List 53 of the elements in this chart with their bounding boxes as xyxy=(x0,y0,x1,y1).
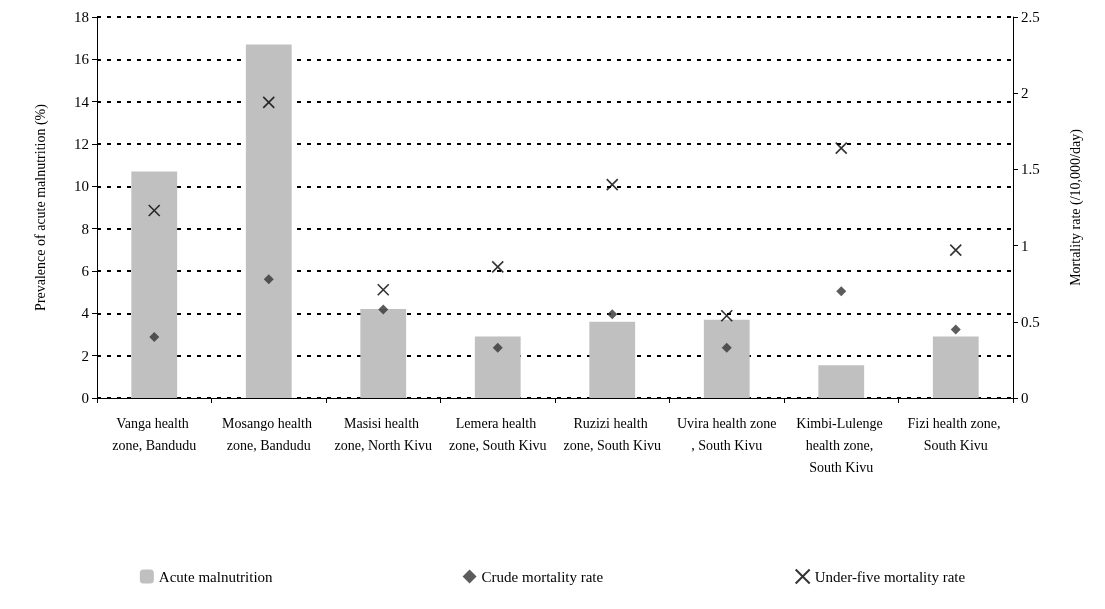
bar xyxy=(818,365,865,398)
y-tick-label: 6 xyxy=(81,263,90,279)
point xyxy=(949,243,963,257)
bar xyxy=(474,336,521,398)
point xyxy=(721,342,732,353)
y-tick-label: 8 xyxy=(81,220,89,237)
point xyxy=(263,274,274,285)
x-tick-label: Kimbi-Lulenge health zone, South Kivu xyxy=(796,415,887,475)
bar xyxy=(589,321,636,398)
bar xyxy=(131,171,178,398)
y2-tick-label: 0 xyxy=(1021,390,1029,406)
point xyxy=(376,283,390,297)
y-tick-label: 0 xyxy=(81,390,89,406)
y2-tick-label: 2.5 xyxy=(1021,9,1040,25)
y-tick-label: 4 xyxy=(81,305,90,322)
legend-label: Under-five mortality rate xyxy=(814,568,966,585)
point xyxy=(262,96,276,109)
bar xyxy=(360,309,407,398)
y2-tick-label: 2 xyxy=(1021,85,1029,102)
x-tick-label: Mosango health zone, Bandudu xyxy=(222,415,316,453)
bar xyxy=(245,44,292,398)
y-tick-label: 14 xyxy=(74,93,90,110)
x-tick-label: Uvira health zone, South Kivu xyxy=(676,415,777,453)
y2-tick-label: 0.5 xyxy=(1021,313,1040,330)
x-tick-label: Fizi health zone, South Kivu xyxy=(907,415,1004,453)
x-tick-label: Lemera health zone, South Kivu xyxy=(448,415,547,453)
point xyxy=(834,141,848,155)
point xyxy=(378,304,389,315)
y-tick-label: 16 xyxy=(74,51,90,68)
y-tick-label: 2 xyxy=(81,347,89,364)
x-tick-label: Vanga health zone, Bandudu xyxy=(112,415,197,453)
legend-label: Acute malnutrition xyxy=(158,568,274,585)
point xyxy=(147,204,161,217)
point xyxy=(720,309,734,322)
y-tick-label: 12 xyxy=(74,136,89,152)
bar xyxy=(932,336,979,398)
x-tick-label: Ruzizi health zone, South Kivu xyxy=(563,415,662,453)
y-tick-label: 10 xyxy=(74,178,89,195)
point xyxy=(492,342,503,353)
y-tick-label: 18 xyxy=(74,9,89,25)
point xyxy=(950,324,961,335)
legend-label: Crude mortality rate xyxy=(481,568,604,585)
point xyxy=(149,332,160,343)
point xyxy=(605,178,619,191)
point xyxy=(836,286,847,297)
y2-tick-label: 1.5 xyxy=(1021,161,1040,178)
point xyxy=(607,309,618,320)
bar xyxy=(703,319,750,398)
y-axis-title: Prevalence of acute malnutrition (%) xyxy=(32,103,49,311)
x-tick-label: Masisi health zone, North Kivu xyxy=(334,415,433,453)
y2-axis-title: Mortality rate (/10,000/day) xyxy=(1067,128,1084,286)
point xyxy=(491,260,505,274)
y2-tick-label: 1 xyxy=(1021,237,1029,254)
